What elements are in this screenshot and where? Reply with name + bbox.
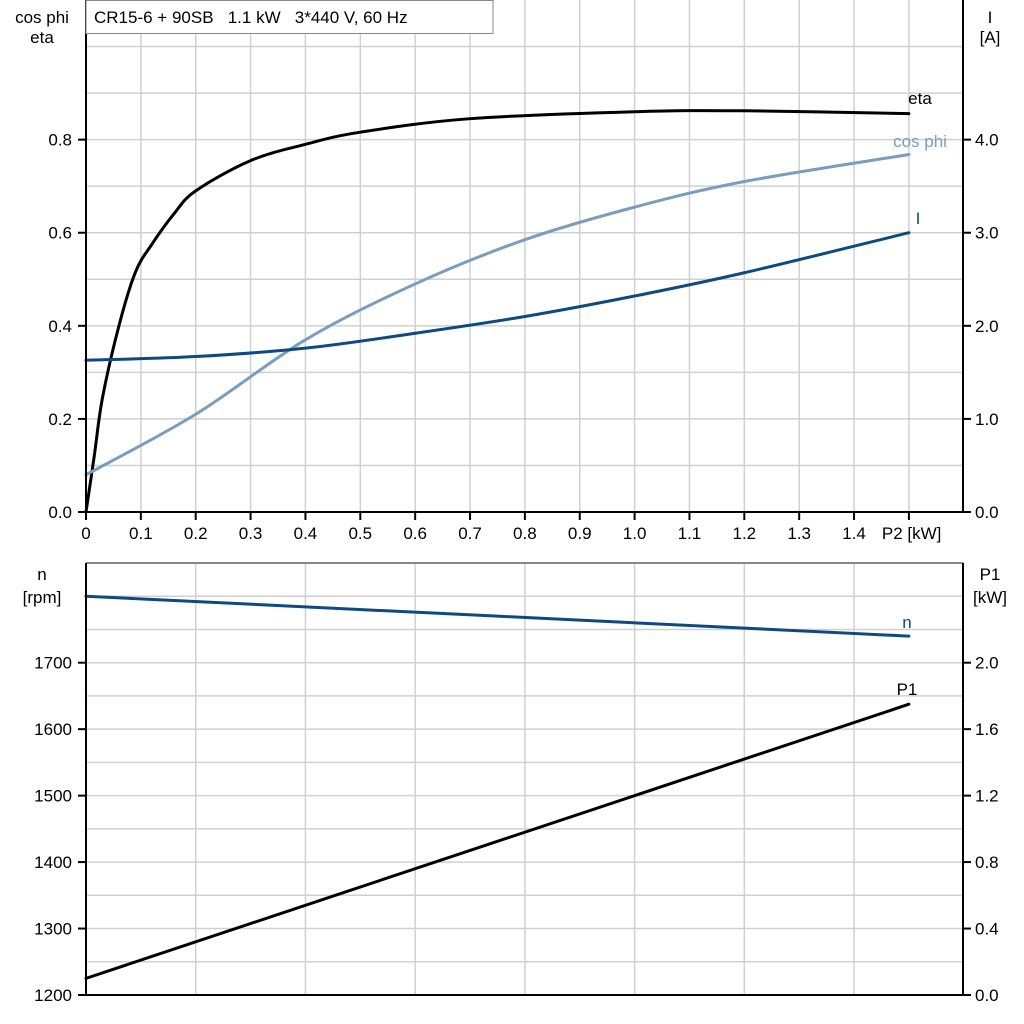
left-axis-label: [rpm] <box>23 588 62 607</box>
series-p1-label: P1 <box>897 680 918 699</box>
y2-tick-label: 0.8 <box>975 853 999 872</box>
left-axis-label: cos phi <box>15 8 69 27</box>
y-tick-label: 0.4 <box>48 317 72 336</box>
y-tick-label: 0.0 <box>48 503 72 522</box>
right-axis-label: [A] <box>980 28 1001 47</box>
y2-tick-label: 1.6 <box>975 720 999 739</box>
y-tick-label: 0.8 <box>48 131 72 150</box>
x-tick-label: 0.2 <box>184 524 208 543</box>
chart-title: CR15-6 + 90SB 1.1 kW 3*440 V, 60 Hz <box>94 8 408 27</box>
y2-tick-label: 2.0 <box>975 317 999 336</box>
series-i-line <box>84 231 911 362</box>
y-tick-label: 1600 <box>34 720 72 739</box>
y2-tick-label: 4.0 <box>975 131 999 150</box>
series-eta-line <box>84 109 911 514</box>
x-tick-label: 1.0 <box>623 524 647 543</box>
x-tick-label: 0.6 <box>403 524 427 543</box>
title-box <box>85 0 494 34</box>
y-tick-label: 1700 <box>34 654 72 673</box>
y2-tick-label: 0.4 <box>975 920 999 939</box>
right-axis-label: [kW] <box>973 588 1007 607</box>
x-tick-label: 1.2 <box>732 524 756 543</box>
right-axis-label: I <box>988 8 993 27</box>
y2-tick-label: 1.2 <box>975 787 999 806</box>
y-tick-label: 1300 <box>34 920 72 939</box>
series-cos-phi-line <box>84 153 911 477</box>
x-axis-label: P2 [kW] <box>882 524 942 543</box>
x-tick-label: 1.1 <box>678 524 702 543</box>
y-tick-label: 1500 <box>34 787 72 806</box>
x-tick-label: 0.3 <box>239 524 263 543</box>
x-tick-label: 0.9 <box>568 524 592 543</box>
y2-tick-label: 2.0 <box>975 654 999 673</box>
y-tick-label: 1200 <box>34 986 72 1005</box>
left-axis-label: eta <box>30 28 54 47</box>
series-n-line <box>84 594 911 638</box>
y2-tick-label: 1.0 <box>975 410 999 429</box>
x-tick-label: 0.8 <box>513 524 537 543</box>
x-tick-label: 0 <box>81 524 90 543</box>
series-cos-phi-label: cos phi <box>893 132 947 151</box>
y2-tick-label: 0.0 <box>975 503 999 522</box>
y-tick-label: 0.6 <box>48 224 72 243</box>
series-eta-label: eta <box>908 89 932 108</box>
x-tick-label: 0.1 <box>129 524 153 543</box>
x-tick-label: 1.3 <box>787 524 811 543</box>
left-axis-label: n <box>37 565 46 584</box>
y-tick-label: 1400 <box>34 853 72 872</box>
y2-tick-label: 0.0 <box>975 986 999 1005</box>
x-tick-label: 0.5 <box>348 524 372 543</box>
series-p1-line <box>84 702 911 980</box>
right-axis-label: P1 <box>980 565 1001 584</box>
y2-tick-label: 3.0 <box>975 224 999 243</box>
series-n-label: n <box>902 613 911 632</box>
x-tick-label: 1.4 <box>842 524 866 543</box>
series-i-label: I <box>916 209 921 228</box>
x-tick-label: 0.4 <box>294 524 318 543</box>
y-tick-label: 0.2 <box>48 410 72 429</box>
x-tick-label: 0.7 <box>458 524 482 543</box>
